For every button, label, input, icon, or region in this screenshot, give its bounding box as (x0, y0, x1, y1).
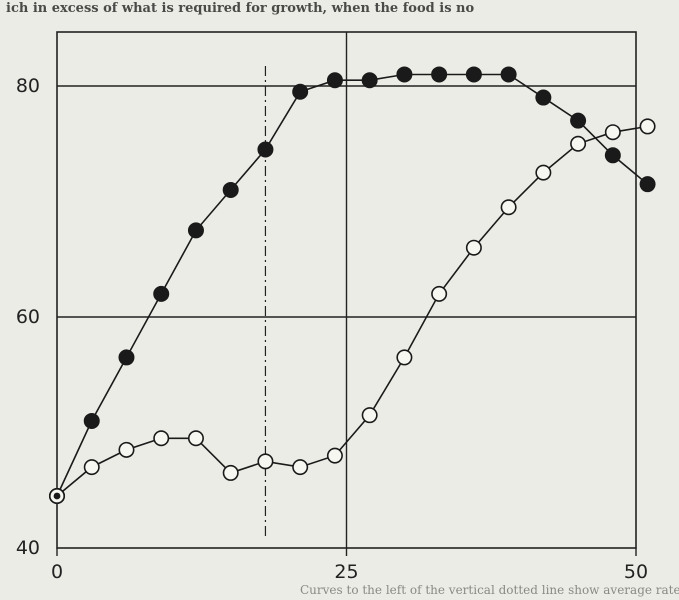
series-1-point-16 (604, 124, 621, 141)
header-text: ich in excess of what is required for gr… (6, 1, 475, 16)
series-0-point-12 (465, 66, 482, 83)
series-0-point-5 (222, 181, 239, 198)
series-0-line (56, 73, 649, 497)
series-0-point-10 (396, 66, 413, 83)
series-1-point-2 (118, 441, 135, 458)
series-1-point-7 (292, 459, 309, 476)
series-1-point-6 (257, 453, 274, 470)
y-tick-label-2: 80 (16, 75, 40, 97)
series-0-point-11 (431, 66, 448, 83)
tick-labels: 0 25 50 40 60 80 (16, 75, 648, 583)
series-0-point-9 (361, 72, 378, 89)
series-0-point-3 (153, 285, 170, 302)
series-0-point-4 (187, 222, 204, 239)
series-0-point-7 (292, 83, 309, 100)
faded-background-text: ich in excess of what is required for gr… (6, 1, 679, 597)
x-tick-label-0: 0 (51, 561, 63, 583)
series-0-point-16 (604, 147, 621, 164)
series-1-point-5 (222, 464, 239, 481)
series-1-point-4 (187, 430, 204, 447)
series-0-point-13 (500, 66, 517, 83)
series-0-point-15 (570, 112, 587, 129)
series-1-point-14 (535, 164, 552, 181)
series-0-point-1 (83, 412, 100, 429)
origin-point-core (53, 492, 61, 500)
series-1-point-10 (396, 349, 413, 366)
chart-axes (56, 31, 637, 556)
series-1-point-13 (500, 199, 517, 216)
y-tick-label-1: 60 (16, 306, 40, 328)
series-0-point-8 (326, 72, 343, 89)
footer-text: Curves to the left of the vertical dotte… (300, 583, 679, 597)
y-tick-label-0: 40 (16, 537, 40, 559)
series-1-point-9 (361, 407, 378, 424)
series-0-point-2 (118, 349, 135, 366)
x-tick-label-1: 25 (334, 561, 358, 583)
series-1-point-8 (326, 447, 343, 464)
series-0-point-6 (257, 141, 274, 158)
series-1-point-15 (570, 135, 587, 152)
series-1-point-12 (465, 239, 482, 256)
series-1-point-1 (83, 459, 100, 476)
series-1-point-17 (639, 118, 656, 135)
series-1-point-3 (153, 430, 170, 447)
series-1-line (56, 125, 648, 497)
series-1-point-11 (431, 285, 448, 302)
series-0-point-17 (639, 176, 656, 193)
series-layer (48, 66, 656, 505)
x-tick-label-2: 50 (624, 561, 648, 583)
series-0-point-14 (535, 89, 552, 106)
